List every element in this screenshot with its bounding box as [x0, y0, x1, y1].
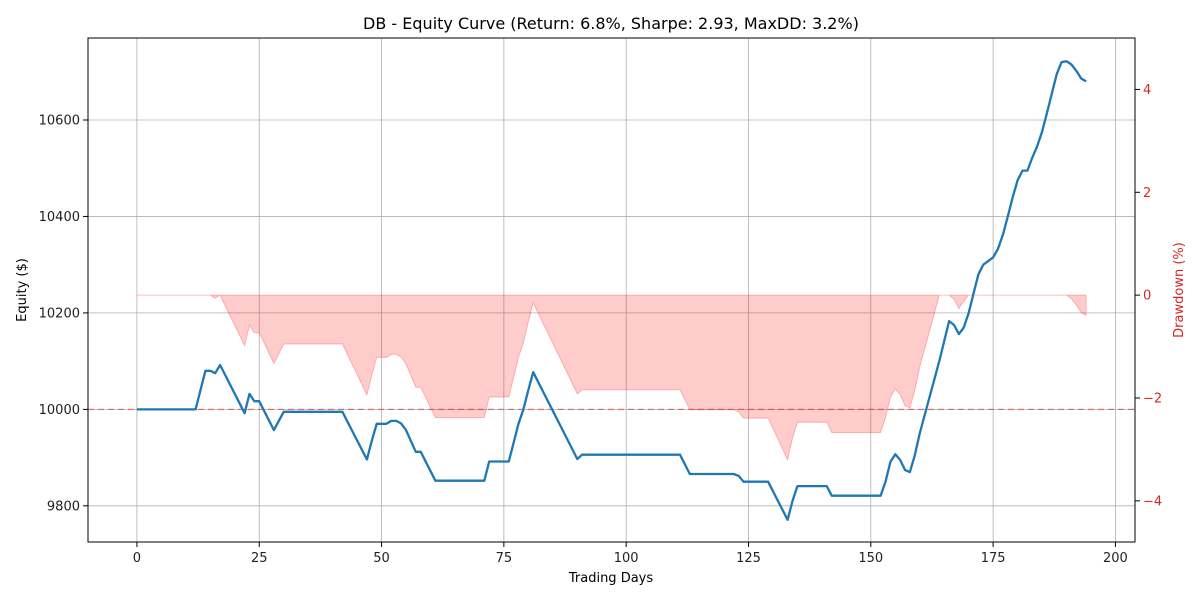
y-axis-ticks: 9800 10000 10200 10400 10600	[39, 113, 88, 514]
drawdown-area-layer	[136, 294, 1087, 462]
chart-title: DB - Equity Curve (Return: 6.8%, Sharpe:…	[363, 14, 859, 33]
equity-line	[136, 60, 1087, 521]
y-tick-label: 10600	[39, 113, 80, 128]
x-tick-label: 175	[981, 551, 1006, 566]
y-tick-label: 10200	[39, 306, 80, 321]
x-tick-label: 150	[858, 551, 883, 566]
y2-tick-label: 0	[1143, 289, 1151, 304]
x-axis-label: Trading Days	[568, 571, 653, 586]
x-tick-label: 0	[133, 551, 141, 566]
x-tick-label: 25	[251, 551, 268, 566]
x-tick-label: 50	[373, 551, 390, 566]
equity-line-layer	[136, 60, 1087, 521]
y2-tick-label: 2	[1143, 186, 1151, 201]
y-tick-label: 10400	[39, 210, 80, 225]
x-tick-label: 200	[1103, 551, 1128, 566]
y-tick-label: 9800	[47, 499, 80, 514]
plot-frame	[87, 37, 1136, 543]
x-axis-ticks: 0 25 50 75 100 125 150 175 200	[133, 542, 1128, 566]
x-tick-label: 75	[496, 551, 513, 566]
y2-tick-label: −2	[1143, 392, 1162, 407]
y-axis-label: Equity ($)	[15, 258, 30, 322]
x-tick-label: 100	[614, 551, 639, 566]
y2-axis-label: Drawdown (%)	[1172, 242, 1187, 338]
x-tick-label: 125	[736, 551, 761, 566]
y2-tick-label: 4	[1143, 83, 1151, 98]
y2-tick-label: −4	[1143, 494, 1162, 509]
drawdown-area	[136, 294, 1087, 462]
grid	[88, 38, 1135, 542]
y2-axis-ticks: −4 −2 0 2 4	[1135, 83, 1162, 509]
y-tick-label: 10000	[39, 403, 80, 418]
